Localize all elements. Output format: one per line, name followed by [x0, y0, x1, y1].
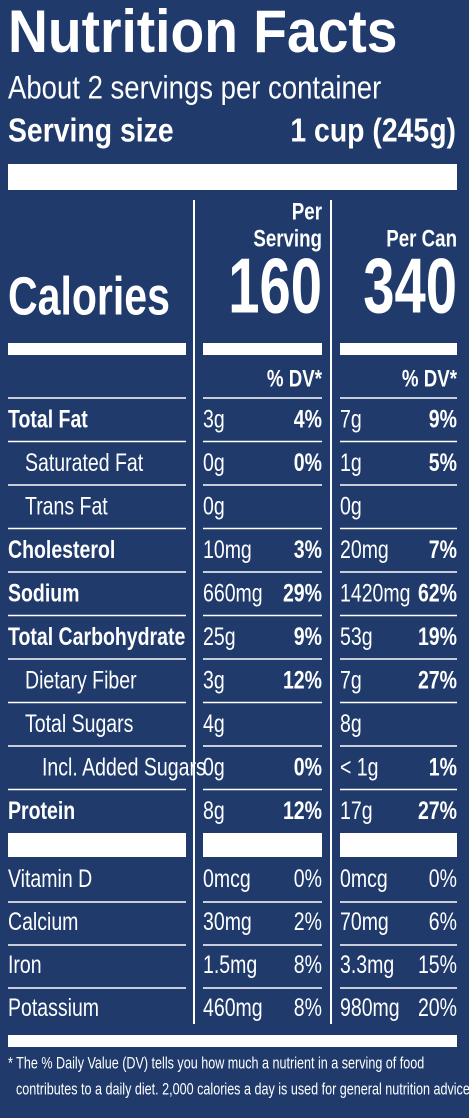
daily-value: 1% [429, 753, 457, 781]
daily-value: 20% [418, 994, 457, 1022]
daily-value: 8% [294, 994, 322, 1022]
daily-value: 27% [418, 666, 457, 694]
nutrient-name: Sodium [8, 579, 80, 607]
amount: 53g [340, 623, 373, 651]
daily-value: 0% [294, 449, 322, 477]
amount: 10mg [203, 536, 252, 564]
nutrient-name: Vitamin D [8, 865, 92, 893]
nutrient-name: Total Carbohydrate [8, 623, 185, 651]
daily-value: 4% [294, 405, 322, 433]
footnote: * The % Daily Value (DV) tells you how m… [8, 1053, 424, 1072]
nutrient-name: Cholesterol [8, 536, 115, 564]
amount: 4g [203, 710, 225, 738]
daily-value: 9% [429, 405, 457, 433]
nutrient-name: Dietary Fiber [25, 666, 137, 694]
serving-size-value: 1 cup (245g) [290, 112, 456, 149]
daily-value: 15% [418, 951, 457, 979]
nutrient-name: Total Fat [8, 405, 88, 433]
column-header: Per Can [386, 225, 457, 252]
nutrient-name: Calcium [8, 908, 78, 936]
nutrient-name: Incl. Added Sugars [42, 753, 206, 781]
amount: 8g [203, 797, 225, 825]
daily-value: 12% [283, 666, 322, 694]
amount: 980mg [340, 994, 400, 1022]
nutrient-name: Potassium [8, 994, 99, 1022]
amount: 1420mg [340, 579, 410, 607]
amount: 0g [203, 449, 225, 477]
amount: 3g [203, 405, 225, 433]
amount: 3g [203, 666, 225, 694]
nutrient-name: Total Sugars [25, 710, 133, 738]
daily-value: 62% [418, 579, 457, 607]
thick-rule [8, 343, 186, 355]
thick-rule [340, 343, 457, 355]
amount: 20mg [340, 536, 389, 564]
amount: 460mg [203, 994, 263, 1022]
amount: 25g [203, 623, 236, 651]
amount: 0g [203, 753, 225, 781]
daily-value: 5% [429, 449, 457, 477]
amount: 7g [340, 405, 362, 433]
column-header: Per [292, 198, 322, 225]
amount: 0mcg [340, 865, 388, 893]
column-header: Serving [253, 225, 322, 252]
daily-value: 19% [418, 623, 457, 651]
daily-value: 3% [294, 536, 322, 564]
daily-value: 7% [429, 536, 457, 564]
amount: 660mg [203, 579, 263, 607]
amount: 1g [340, 449, 362, 477]
daily-value: 0% [294, 865, 322, 893]
daily-value: 6% [429, 908, 457, 936]
nutrient-name: Trans Fat [25, 492, 108, 520]
amount: < 1g [340, 753, 379, 781]
daily-value: 29% [283, 579, 322, 607]
amount: 70mg [340, 908, 389, 936]
nutrient-name: Protein [8, 797, 75, 825]
amount: 1.5mg [203, 951, 257, 979]
dv-header: % DV* [267, 365, 323, 392]
amount: 17g [340, 797, 373, 825]
calories-label: Calories [8, 266, 170, 326]
calories-value: 160 [228, 242, 322, 330]
thick-rule [8, 1035, 457, 1047]
daily-value: 8% [294, 951, 322, 979]
thick-rule [203, 343, 322, 355]
amount: 3.3mg [340, 951, 394, 979]
thick-rule [8, 833, 186, 857]
title: Nutrition Facts [8, 0, 397, 65]
dv-header: % DV* [402, 365, 458, 392]
amount: 0g [203, 492, 225, 520]
amount: 7g [340, 666, 362, 694]
thick-rule [340, 833, 457, 857]
servings: About 2 servings per container [8, 69, 382, 105]
daily-value: 2% [294, 908, 322, 936]
amount: 8g [340, 710, 362, 738]
thick-rule [203, 833, 322, 857]
amount: 0mcg [203, 865, 251, 893]
daily-value: 0% [429, 865, 457, 893]
daily-value: 9% [294, 623, 322, 651]
daily-value: 12% [283, 797, 322, 825]
daily-value: 0% [294, 753, 322, 781]
footnote: contributes to a daily diet. 2,000 calor… [16, 1079, 469, 1098]
calories-value: 340 [363, 242, 457, 330]
amount: 0g [340, 492, 362, 520]
nutrient-name: Saturated Fat [25, 449, 143, 477]
serving-size-label: Serving size [8, 112, 174, 149]
amount: 30mg [203, 908, 252, 936]
daily-value: 27% [418, 797, 457, 825]
thick-rule [8, 164, 457, 190]
nutrient-name: Iron [8, 951, 42, 979]
